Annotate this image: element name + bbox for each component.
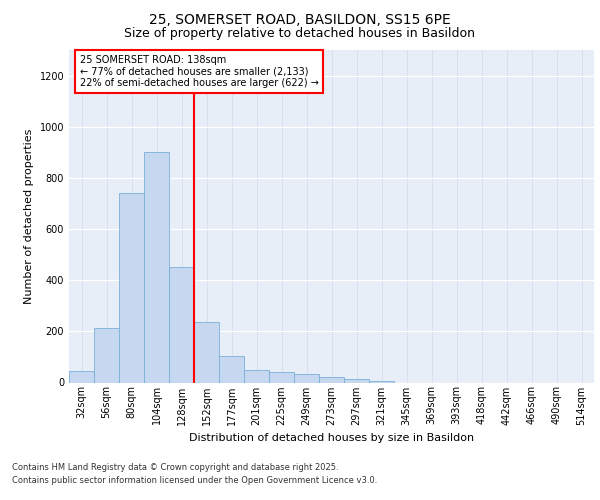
- Bar: [94, 328, 119, 382]
- Text: 25 SOMERSET ROAD: 138sqm
← 77% of detached houses are smaller (2,133)
22% of sem: 25 SOMERSET ROAD: 138sqm ← 77% of detach…: [79, 55, 319, 88]
- Text: 25, SOMERSET ROAD, BASILDON, SS15 6PE: 25, SOMERSET ROAD, BASILDON, SS15 6PE: [149, 12, 451, 26]
- Y-axis label: Number of detached properties: Number of detached properties: [24, 128, 34, 304]
- X-axis label: Distribution of detached houses by size in Basildon: Distribution of detached houses by size …: [189, 433, 474, 443]
- Bar: [144, 152, 169, 382]
- Bar: [69, 371, 94, 382]
- Bar: [369, 381, 394, 382]
- Bar: [244, 370, 269, 382]
- Bar: [169, 268, 194, 382]
- Text: Size of property relative to detached houses in Basildon: Size of property relative to detached ho…: [125, 28, 476, 40]
- Bar: [119, 193, 144, 382]
- Text: Contains HM Land Registry data © Crown copyright and database right 2025.: Contains HM Land Registry data © Crown c…: [12, 462, 338, 471]
- Bar: [194, 322, 219, 382]
- Bar: [219, 356, 244, 382]
- Bar: [319, 378, 344, 382]
- Bar: [294, 374, 319, 382]
- Bar: [269, 372, 294, 382]
- Bar: [344, 378, 369, 382]
- Text: Contains public sector information licensed under the Open Government Licence v3: Contains public sector information licen…: [12, 476, 377, 485]
